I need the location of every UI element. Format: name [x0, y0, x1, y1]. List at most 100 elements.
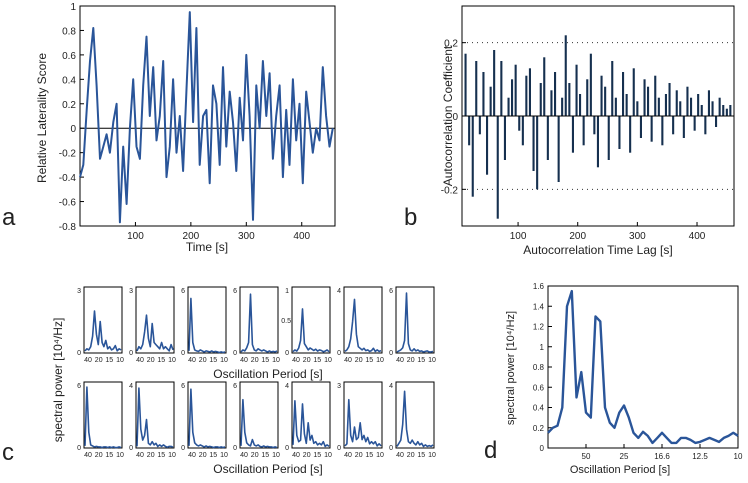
panel-d-xtick-label: 50	[582, 452, 591, 461]
panel-b-bar	[704, 116, 707, 135]
panel-c-subplot-ymin-label: 0	[389, 350, 393, 357]
panel-b-bar	[686, 86, 689, 116]
panel-c-subplot-frame	[83, 286, 123, 354]
panel-c-subplot-xtick-label: 15	[105, 452, 113, 459]
panel-c-subplot-xtick-label: 15	[313, 452, 321, 459]
panel-c-subplot-xtick-label: 40	[292, 452, 300, 459]
panel-c-subplot-frame	[343, 286, 383, 354]
panel-a-ytick-label: -0.8	[59, 222, 77, 233]
panel-b-bar	[718, 97, 721, 116]
panel-a-ytick-label: 0.4	[62, 75, 76, 86]
panel-c-subplot-xtick-label: 15	[261, 357, 269, 364]
panel-d-series-line	[547, 289, 739, 445]
panel-b-bar	[682, 116, 685, 138]
panel-b-bar	[564, 35, 567, 116]
panel-c-subplot-ymax-label: 4	[389, 383, 393, 390]
panel-a-ytick-label: 0.2	[62, 100, 76, 111]
panel-b-bar	[489, 86, 492, 116]
panel-b-bar	[679, 101, 682, 116]
panel-c-subplot-frame	[343, 381, 383, 449]
panel-b-bar	[511, 79, 514, 116]
panel-c-subplot-series-line	[188, 297, 226, 354]
panel-a-ytick-label: -0.2	[59, 149, 77, 160]
panel-c-subplot-ymin-label: 0	[129, 350, 133, 357]
panel-c-subplot-series-line	[240, 398, 278, 449]
panel-b-bar	[493, 50, 496, 116]
panel-b-bar	[618, 116, 621, 149]
panel-c-subplot-ymin-label: 0	[337, 445, 341, 452]
panel-a-xlabel: Time [s]	[186, 240, 228, 254]
panel-d-ytick-label: 0.8	[533, 363, 545, 372]
panel-c-subplot-xtick-label: 40	[396, 452, 404, 459]
panel-c-subplot-xtick-label: 40	[292, 357, 300, 364]
panel-c-subplot-xtick-label: 15	[209, 357, 217, 364]
panel-a-ylabel: Relative Laterality Score	[35, 53, 49, 183]
panel-label-d: d	[484, 437, 497, 464]
panel-b-bar	[693, 116, 696, 131]
panel-b-bar	[661, 116, 664, 146]
panel-b-bar	[589, 53, 592, 116]
panel-d-ytick-label: 1.2	[533, 323, 545, 332]
panel-b-bar	[503, 116, 506, 160]
panel-b-xtick-label: 300	[629, 231, 646, 242]
panel-c-subplot-xtick-label: 20	[95, 452, 103, 459]
panel-c-subplot-series-line	[84, 386, 122, 449]
panel-c-subplot-ymin-label: 0	[181, 445, 185, 452]
panel-b-bar	[643, 79, 646, 116]
panel-b-ytick-label: 0	[452, 112, 458, 123]
panel-d-ytick-label: 1	[540, 343, 545, 352]
panel-c-subplot-ymin-label: 0	[181, 350, 185, 357]
panel-c-subplot-ymax-label: 4	[337, 288, 341, 295]
panel-a-laterality-chart: -0.8 -0.6 -0.4 -0.2 0 0.2 0.4 0.6 0.8 1 100 200 300 4…	[59, 2, 336, 242]
panel-c-subplot-series-line	[344, 398, 382, 447]
panel-d-ytick-label: 0	[540, 444, 545, 453]
panel-b-bar	[514, 64, 517, 116]
panel-c-subplot-xtick-label: 20	[199, 357, 207, 364]
panel-c-subplot-ymax-label: 3	[77, 288, 81, 295]
panel-b-bar	[464, 53, 467, 116]
panel-d-xtick-label: 16.6	[654, 452, 670, 461]
panel-c-subplot-frame	[395, 381, 435, 449]
panel-b-bar	[554, 72, 557, 116]
panel-c-subplot-xtick-label: 20	[147, 452, 155, 459]
panel-c-subplot-frame	[291, 286, 331, 354]
panel-b-bar	[496, 116, 499, 219]
panel-c-subplot-ymin-label: 0	[77, 350, 81, 357]
panel-c-subplot-xtick-label: 20	[355, 452, 363, 459]
panel-c-subplot-ymax-label: 6	[233, 383, 237, 390]
panel-c-subplot-ymax-label: 6	[181, 288, 185, 295]
panel-b-bar	[593, 116, 596, 135]
panel-c-subplot-ymin-label: 0	[337, 350, 341, 357]
panel-b-bar	[550, 90, 553, 116]
panel-b-bar	[664, 94, 667, 116]
panel-c-subplot-xtick-label: 15	[105, 357, 113, 364]
panel-c-subplot-ymax-label: 3	[337, 383, 341, 390]
panel-c-ylabel: spectral power [10⁴/Hz]	[51, 318, 65, 443]
panel-b-bar	[539, 83, 542, 116]
panel-c-subplot-series-line	[84, 310, 122, 352]
panel-b-bar	[707, 90, 710, 116]
panel-c-subplot-ymax-label: 6	[233, 288, 237, 295]
panel-c-subplot-xtick-label: 40	[344, 452, 352, 459]
panel-label-b: b	[404, 204, 417, 231]
panel-c-subplot-ymax-label: 6	[77, 383, 81, 390]
panel-b-bar	[672, 116, 675, 135]
panel-b-bar	[568, 83, 571, 116]
panel-c-subplot-frame	[239, 381, 279, 449]
panel-c-subplot-ymin-label: 0	[285, 350, 289, 357]
panel-c-subplot-xtick-label: 10	[116, 357, 124, 364]
panel-c-subplot-xtick-label: 10	[272, 452, 280, 459]
panel-a-frame	[79, 5, 336, 227]
panel-b-bar	[697, 94, 700, 116]
panel-c-subplot-ymin-label: 0	[233, 350, 237, 357]
panel-a-ytick-label: 1	[70, 2, 76, 13]
panel-a-xtick-label: 300	[238, 231, 255, 242]
panel-a-xtick-label: 400	[293, 231, 310, 242]
panel-b-bar	[700, 105, 703, 116]
panel-c-subplot-xtick-label: 40	[84, 357, 92, 364]
panel-c-subplot-xtick-label: 10	[116, 452, 124, 459]
panel-b-bar	[571, 116, 574, 153]
panel-c-subplot-xtick-label: 15	[209, 452, 217, 459]
panel-b-xtick-label: 400	[689, 231, 706, 242]
